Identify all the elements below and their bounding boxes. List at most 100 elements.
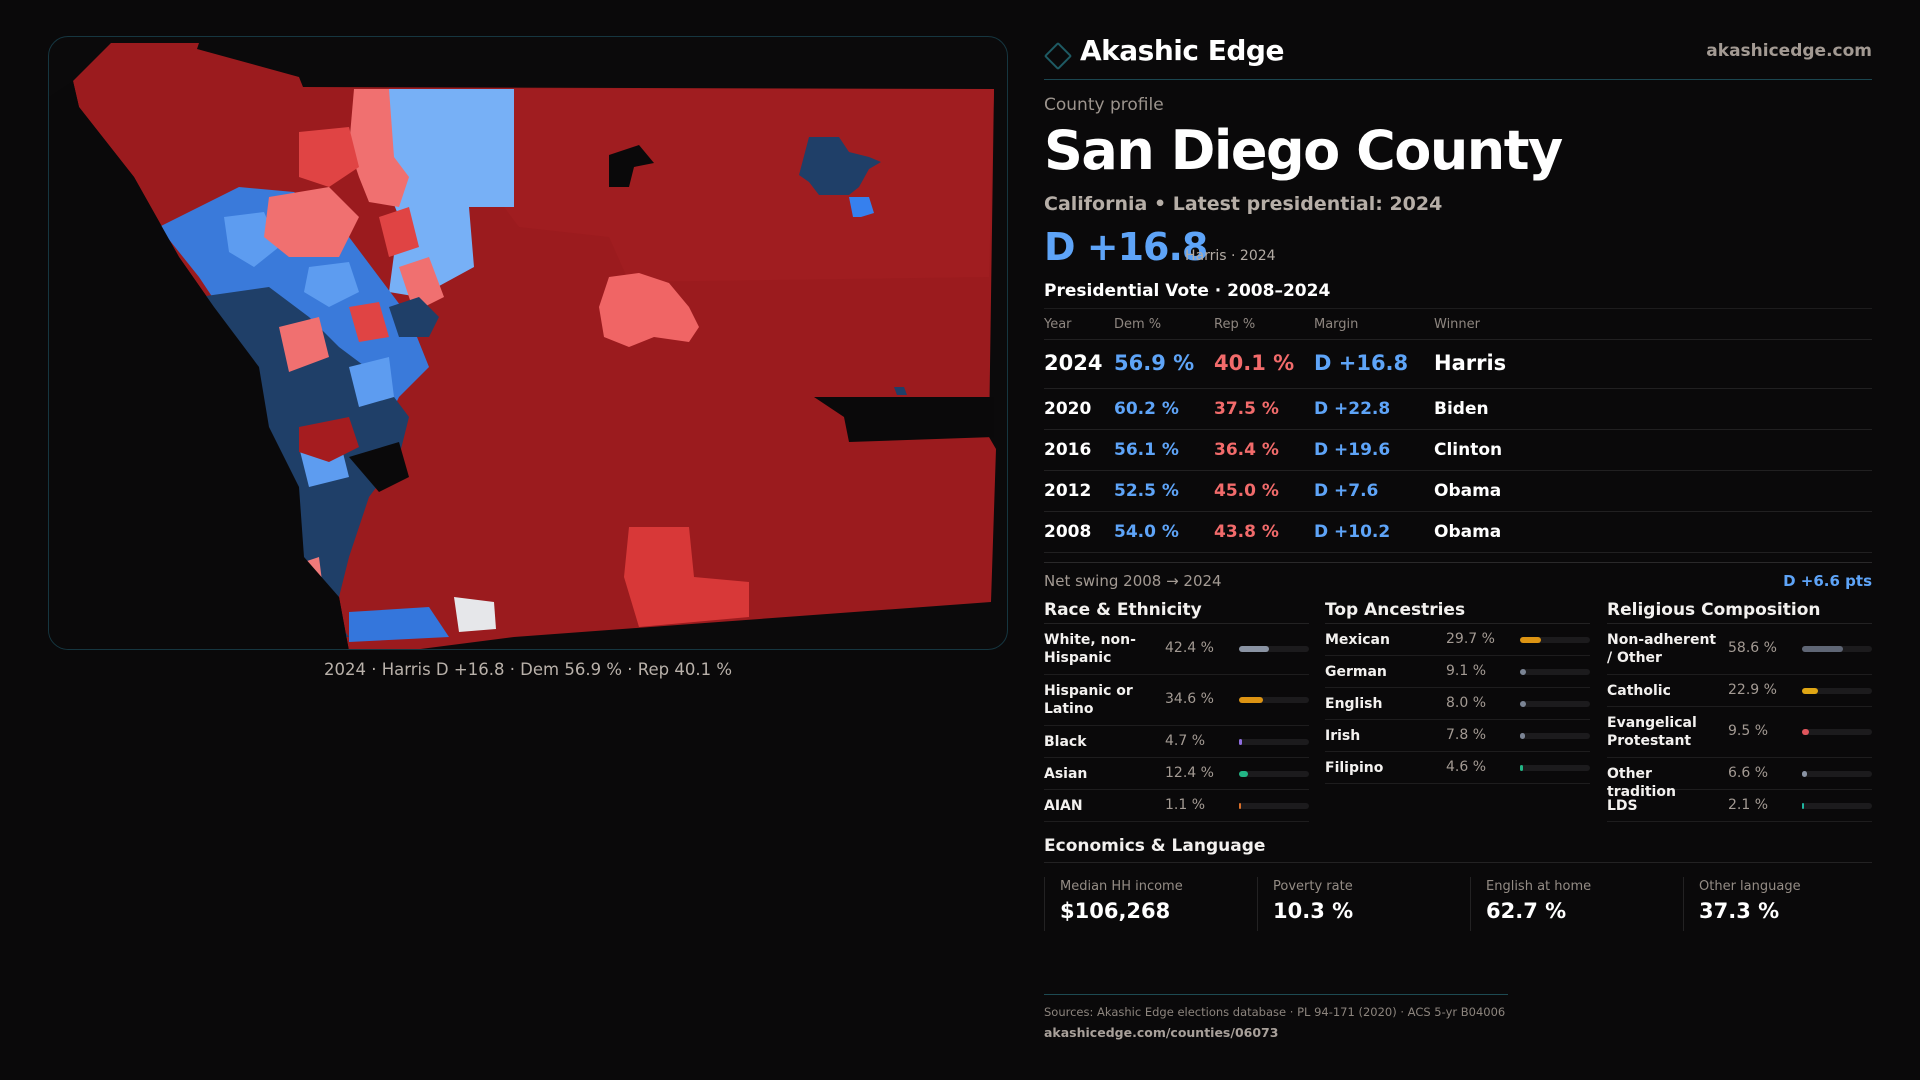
demographic-value: 1.1 % <box>1165 797 1206 813</box>
econ-value: 10.3 % <box>1273 899 1354 923</box>
econ-value: 62.7 % <box>1486 899 1567 923</box>
demographic-bar-fill <box>1802 771 1807 777</box>
cell-winner: Obama <box>1434 522 1502 542</box>
cell-year: 2016 <box>1044 440 1092 460</box>
demographic-value: 12.4 % <box>1165 765 1214 781</box>
headline-winner-year: Harris · 2024 <box>1185 248 1276 264</box>
demographic-bar-fill <box>1520 669 1527 675</box>
cell-dem: 56.9 % <box>1114 351 1195 375</box>
cell-dem: 56.1 % <box>1114 440 1179 460</box>
brand-name[interactable]: Akashic Edge <box>1080 34 1284 67</box>
demographic-row: White, non-Hispanic 42.4 % <box>1044 624 1309 675</box>
cell-rep: 45.0 % <box>1214 481 1279 501</box>
map-region-borrego[interactable] <box>799 137 881 195</box>
demographic-label: AIAN <box>1044 798 1083 814</box>
brand-header: Akashic Edge akashicedge.com <box>1043 30 1872 80</box>
cell-year: 2020 <box>1044 399 1092 419</box>
sources-line: Sources: Akashic Edge elections database… <box>1044 1005 1506 1019</box>
col-winner: Winner <box>1434 317 1481 332</box>
demographic-label: Other tradition <box>1607 766 1676 800</box>
demographic-bar <box>1520 637 1590 643</box>
econ-median-income: Median HH income $106,268 <box>1044 877 1249 931</box>
county-map[interactable] <box>48 36 1008 650</box>
headline-result: D +16.8 Harris · 2024 <box>1044 225 1872 271</box>
demographic-bar <box>1239 697 1309 703</box>
demographic-row: Evangelical Protestant 9.5 % <box>1607 707 1872 758</box>
county-profile-panel: Akashic Edge akashicedge.com County prof… <box>1043 30 1872 947</box>
map-region-safe-d-poway[interactable] <box>389 297 439 337</box>
demographic-bar-fill <box>1802 688 1819 694</box>
map-region-tie[interactable] <box>454 597 496 632</box>
net-swing: Net swing 2008 → 2024 D +6.6 pts <box>1044 562 1872 592</box>
map-region-red-bay[interactable] <box>299 417 359 462</box>
demographic-value: 34.6 % <box>1165 691 1214 707</box>
demographic-bar <box>1239 739 1309 745</box>
demographic-value: 4.7 % <box>1165 733 1206 749</box>
econ-label: Median HH income <box>1060 879 1183 894</box>
map-region-border-lean-d[interactable] <box>349 607 449 642</box>
demographic-value: 9.5 % <box>1728 723 1769 739</box>
table-row: 2020 60.2 % 37.5 % D +22.8 Biden <box>1044 389 1872 430</box>
cell-winner: Harris <box>1434 351 1507 375</box>
demographic-row: Catholic 22.9 % <box>1607 675 1872 707</box>
headline-margin: D +16.8 <box>1044 225 1208 269</box>
map-region-tilt-r-north[interactable] <box>349 89 409 207</box>
religion-title: Religious Composition <box>1607 598 1872 624</box>
demographic-bar <box>1239 646 1309 652</box>
map-region-borrego-d[interactable] <box>849 197 874 217</box>
demographic-label: Evangelical Protestant <box>1607 715 1697 749</box>
demographic-bar <box>1802 646 1872 652</box>
econ-poverty-rate: Poverty rate 10.3 % <box>1257 877 1462 931</box>
col-rep: Rep % <box>1214 317 1256 332</box>
demographic-bar-fill <box>1520 701 1526 707</box>
map-region-small-d-east[interactable] <box>894 387 907 395</box>
demographic-value: 8.0 % <box>1446 695 1487 711</box>
demographic-bar <box>1802 688 1872 694</box>
demographic-value: 4.6 % <box>1446 759 1487 775</box>
cell-rep: 40.1 % <box>1214 351 1295 375</box>
cell-margin: D +19.6 <box>1314 440 1391 460</box>
col-dem: Dem % <box>1114 317 1162 332</box>
sources-url-link[interactable]: akashicedge.com/counties/06073 <box>1044 1025 1279 1040</box>
map-region-ramona[interactable] <box>599 273 699 347</box>
demographic-label: Mexican <box>1325 632 1390 648</box>
demographic-row: Hispanic or Latino 34.6 % <box>1044 675 1309 726</box>
demographic-bar-fill <box>1520 765 1524 771</box>
econ-label: Poverty rate <box>1273 879 1353 894</box>
brand-site-link[interactable]: akashicedge.com <box>1706 41 1872 61</box>
demographic-label: German <box>1325 664 1387 680</box>
map-region-no-data-south <box>814 397 994 442</box>
net-swing-label: Net swing 2008 → 2024 <box>1044 572 1222 590</box>
demographic-value: 9.1 % <box>1446 663 1487 679</box>
table-row: 2008 54.0 % 43.8 % D +10.2 Obama <box>1044 512 1872 553</box>
demographic-value: 7.8 % <box>1446 727 1487 743</box>
table-row: 2012 52.5 % 45.0 % D +7.6 Obama <box>1044 471 1872 512</box>
ancestries-section: Top Ancestries Mexican 29.7 % German 9.1 % E… <box>1325 598 1590 784</box>
map-region-lean-d-scatter[interactable] <box>224 212 394 487</box>
map-region-lean-r-southeast[interactable] <box>624 527 749 627</box>
demographic-value: 42.4 % <box>1165 640 1214 656</box>
map-region-no-data-bay <box>349 442 409 492</box>
precinct-choropleth[interactable] <box>49 37 1008 650</box>
demographic-bar-fill <box>1520 733 1526 739</box>
demographic-row: LDS 2.1 % <box>1607 790 1872 822</box>
demographic-label: LDS <box>1607 798 1638 814</box>
map-region-no-data-coast <box>49 81 349 649</box>
cell-winner: Clinton <box>1434 440 1503 460</box>
map-region-lean-r-inland[interactable] <box>299 127 419 342</box>
economics-title: Economics & Language <box>1044 836 1872 863</box>
demographic-bar-fill <box>1239 697 1264 703</box>
demographic-bar <box>1520 701 1590 707</box>
demographic-bar <box>1802 729 1872 735</box>
cell-margin: D +22.8 <box>1314 399 1391 419</box>
demographic-bar-fill <box>1239 803 1241 809</box>
demographic-label: Filipino <box>1325 760 1384 776</box>
page-kicker: County profile <box>1044 95 1164 115</box>
cell-dem: 54.0 % <box>1114 522 1179 542</box>
religion-section: Religious Composition Non-adherent / Oth… <box>1607 598 1872 822</box>
map-region-east[interactable] <box>489 89 994 282</box>
econ-label: Other language <box>1699 879 1801 894</box>
map-region-tilt-r-inland[interactable] <box>264 187 444 372</box>
cell-winner: Biden <box>1434 399 1489 419</box>
cell-rep: 36.4 % <box>1214 440 1279 460</box>
